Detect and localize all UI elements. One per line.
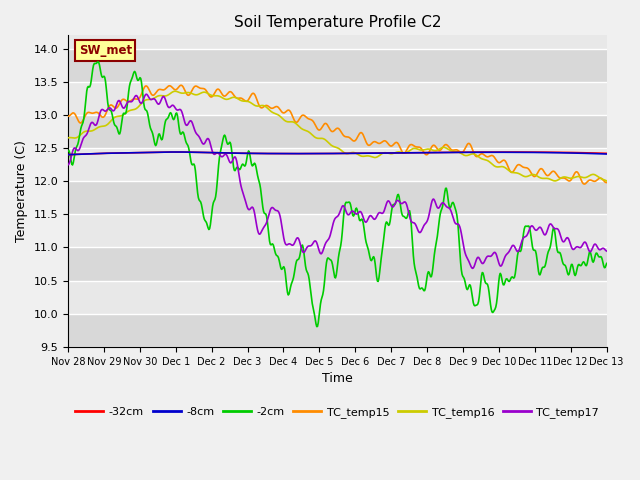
Bar	[68, 281, 607, 314]
Bar	[68, 215, 607, 248]
Bar	[68, 82, 607, 115]
Bar	[68, 115, 607, 148]
Y-axis label: Temperature (C): Temperature (C)	[15, 140, 28, 242]
Bar	[68, 181, 607, 215]
X-axis label: Time: Time	[322, 372, 353, 385]
Legend: -32cm, -8cm, -2cm, TC_temp15, TC_temp16, TC_temp17: -32cm, -8cm, -2cm, TC_temp15, TC_temp16,…	[71, 402, 604, 422]
Bar	[68, 248, 607, 281]
Bar	[68, 314, 607, 347]
Bar	[68, 48, 607, 82]
Text: SW_met: SW_met	[79, 44, 132, 57]
Title: Soil Temperature Profile C2: Soil Temperature Profile C2	[234, 15, 441, 30]
Bar	[68, 148, 607, 181]
